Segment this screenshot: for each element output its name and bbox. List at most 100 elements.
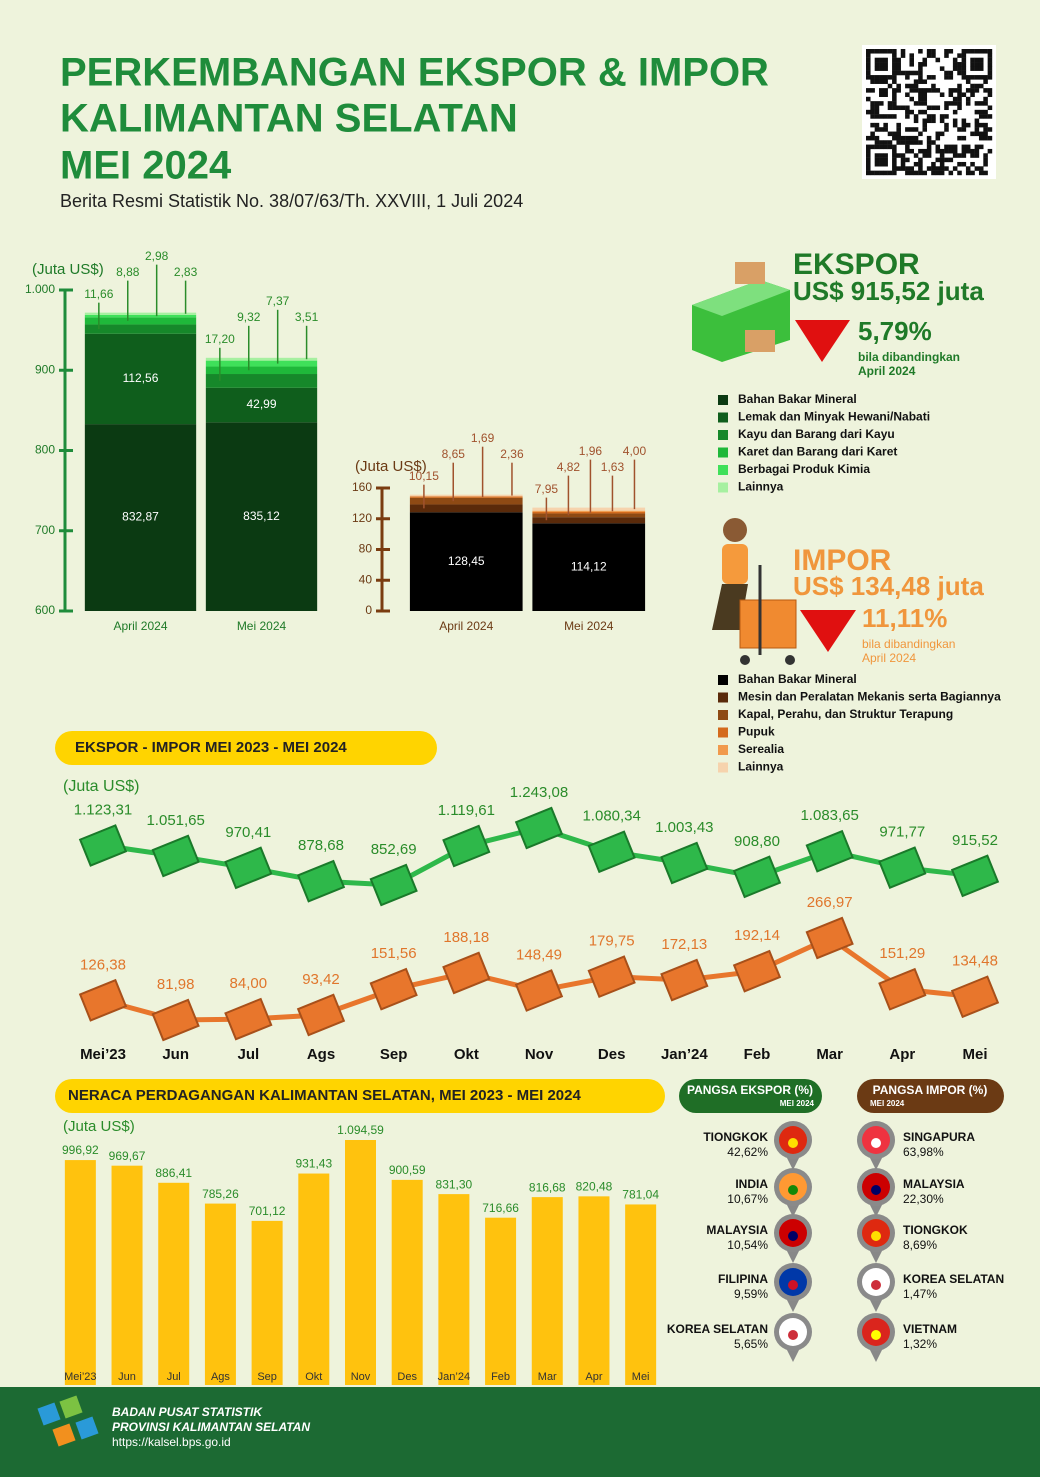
qr-cell bbox=[922, 127, 928, 132]
qr-cell bbox=[887, 140, 893, 145]
qr-cell bbox=[874, 135, 880, 141]
qr-cell bbox=[961, 53, 967, 58]
legend-label: Lainnya bbox=[738, 480, 784, 494]
qr-cell bbox=[874, 57, 880, 63]
footer-text: https://kalsel.bps.go.id bbox=[112, 1435, 231, 1449]
qr-cell bbox=[874, 105, 880, 111]
legend-label: Karet dan Barang dari Karet bbox=[738, 445, 897, 459]
ekspor-note: April 2024 bbox=[858, 364, 916, 378]
value-label: 4,00 bbox=[623, 444, 647, 458]
qr-cell bbox=[874, 127, 880, 132]
x-tick-label: Ags bbox=[211, 1371, 230, 1383]
qr-cell bbox=[935, 131, 941, 137]
qr-cell bbox=[957, 101, 962, 106]
qr-cell bbox=[939, 92, 945, 97]
bar bbox=[204, 1203, 236, 1385]
qr-cell bbox=[879, 75, 884, 80]
qr-cell bbox=[870, 88, 875, 93]
container-marker bbox=[587, 830, 636, 874]
qr-cell bbox=[918, 49, 923, 54]
x-tick-label: Des bbox=[598, 1046, 626, 1063]
qr-cell bbox=[896, 140, 901, 145]
value-label: 996,92 bbox=[62, 1143, 99, 1157]
bar-segment bbox=[205, 422, 318, 611]
qr-cell bbox=[965, 170, 971, 176]
value-label: 785,26 bbox=[202, 1187, 239, 1201]
qr-cell bbox=[961, 57, 967, 63]
boxes bbox=[735, 262, 765, 284]
value-label: 188,18 bbox=[443, 929, 489, 946]
qr-cell bbox=[909, 83, 914, 89]
value-label: 900,59 bbox=[389, 1163, 426, 1177]
qr-cell bbox=[931, 140, 936, 145]
qr-cell bbox=[922, 88, 928, 93]
qr-cell bbox=[887, 75, 893, 80]
qr-cell bbox=[870, 144, 875, 150]
qr-cell bbox=[913, 170, 919, 176]
qr-cell bbox=[918, 140, 923, 145]
value-label: 42,99 bbox=[246, 397, 276, 411]
x-tick-label: Jul bbox=[237, 1046, 259, 1063]
person-body bbox=[722, 544, 748, 584]
qr-cell bbox=[952, 153, 958, 158]
qr-cell bbox=[879, 114, 884, 119]
value-label: 1.123,31 bbox=[74, 801, 132, 818]
qr-cell bbox=[970, 49, 975, 54]
value-label: 81,98 bbox=[157, 976, 195, 993]
section-title: NERACA PERDAGANGAN KALIMANTAN SELATAN, M… bbox=[68, 1087, 581, 1104]
value-label: 2,98 bbox=[145, 249, 169, 263]
qr-cell bbox=[948, 101, 954, 106]
qr-cell bbox=[866, 75, 871, 80]
qr-cell bbox=[913, 114, 919, 119]
value-label: 114,12 bbox=[571, 559, 607, 573]
qr-cell bbox=[905, 148, 910, 154]
qr-cell bbox=[909, 109, 914, 115]
qr-cell bbox=[883, 66, 888, 71]
qr-cell bbox=[974, 88, 980, 93]
value-label: 1,96 bbox=[579, 444, 603, 458]
qr-cell bbox=[939, 114, 945, 119]
y-tick-label: 40 bbox=[359, 572, 373, 586]
qr-cell bbox=[970, 148, 975, 154]
qr-cell bbox=[961, 135, 967, 141]
qr-cell bbox=[874, 75, 880, 80]
qr-cell bbox=[983, 101, 988, 106]
qr-cell bbox=[970, 170, 975, 176]
qr-cell bbox=[900, 49, 906, 54]
qr-cell bbox=[900, 161, 906, 167]
qr-cell bbox=[974, 57, 980, 63]
qr-cell bbox=[961, 75, 967, 80]
qr-cell bbox=[983, 127, 988, 132]
qr-cell bbox=[918, 166, 923, 171]
qr-cell bbox=[978, 49, 984, 54]
qr-cell bbox=[866, 161, 871, 167]
pangsa-title: PANGSA IMPOR (%) bbox=[873, 1083, 988, 1097]
qr-cell bbox=[961, 153, 967, 158]
value-label: 7,95 bbox=[535, 482, 559, 496]
country: INDIA bbox=[735, 1177, 768, 1191]
qr-cell bbox=[866, 70, 871, 76]
qr-cell bbox=[913, 127, 919, 132]
qr-cell bbox=[913, 135, 919, 141]
section-pill bbox=[55, 1079, 665, 1113]
qr-cell bbox=[970, 57, 975, 63]
container-marker bbox=[878, 967, 927, 1011]
qr-cell bbox=[957, 153, 962, 158]
qr-cell bbox=[883, 75, 888, 80]
bar-segment bbox=[532, 507, 646, 511]
x-tick-label: Mei 2024 bbox=[564, 619, 614, 633]
bar-segment bbox=[409, 512, 523, 611]
qr-cell bbox=[952, 101, 958, 106]
qr-cell bbox=[905, 166, 910, 171]
qr-cell bbox=[970, 131, 975, 137]
value-label: 8,88 bbox=[116, 265, 140, 279]
qr-cell bbox=[905, 140, 910, 145]
qr-cell bbox=[922, 118, 928, 124]
legend-swatch bbox=[718, 482, 728, 493]
qr-cell bbox=[939, 131, 945, 137]
qr-cell bbox=[987, 75, 993, 80]
qr-cell bbox=[944, 114, 949, 119]
qr-cell bbox=[957, 135, 962, 141]
logo-part bbox=[75, 1416, 99, 1440]
qr-cell bbox=[883, 57, 888, 63]
